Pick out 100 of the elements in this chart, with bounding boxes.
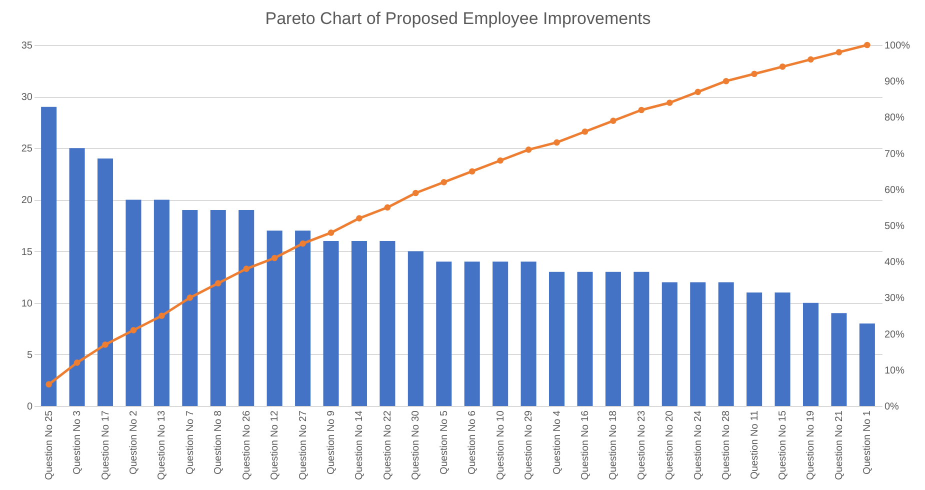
x-tick-label: Question No 9 (326, 410, 338, 474)
bar (520, 262, 536, 406)
point (158, 312, 165, 319)
chart-title: Pareto Chart of Proposed Employee Improvements (265, 9, 651, 28)
point (864, 42, 870, 48)
point (497, 157, 504, 164)
point (102, 341, 108, 348)
point (666, 100, 673, 106)
bar (577, 272, 593, 406)
x-tick-label: Question No 20 (664, 410, 676, 480)
point (243, 266, 250, 272)
x-tick-label: Question No 22 (382, 410, 394, 480)
point (722, 78, 730, 84)
y2-tick-label: 50% (884, 221, 905, 232)
bar (605, 272, 621, 406)
x-tick-label: Question No 12 (270, 410, 281, 480)
point (694, 88, 702, 96)
bar (266, 230, 282, 406)
x-tick-label: Question No 4 (552, 410, 563, 474)
x-tick-label: Question No 30 (410, 410, 422, 480)
x-tick-label: Question No 24 (692, 410, 704, 480)
point (74, 360, 80, 366)
bar (210, 210, 226, 406)
point (356, 215, 362, 222)
bar (182, 210, 198, 406)
x-tick-label: Question No 14 (354, 410, 366, 480)
y-tick-label: 20 (21, 195, 33, 206)
point (525, 146, 532, 153)
bar (662, 282, 678, 406)
point (300, 240, 306, 247)
x-tick-label: Question No 10 (495, 410, 506, 480)
point (582, 128, 588, 135)
x-tick-label: Question No 29 (524, 410, 535, 480)
x-tick-label: Question No 26 (241, 410, 252, 480)
y-tick-label: 5 (26, 350, 33, 361)
y2-tick-label: 70% (884, 148, 905, 160)
y2-tick-label: 30% (884, 293, 905, 304)
x-tick-label: Question No 23 (636, 410, 648, 480)
bar (634, 272, 650, 406)
bar (154, 200, 170, 406)
point (384, 204, 391, 211)
x-tick-label: Question No 1 (862, 410, 874, 474)
x-tick-label: Question No 21 (834, 410, 845, 480)
x-tick-label: Question No 8 (213, 410, 224, 474)
y2-tick-label: 10% (884, 365, 905, 376)
bar (238, 210, 254, 406)
bar (690, 282, 706, 406)
bar (718, 282, 734, 406)
x-tick-label: Question No 7 (184, 410, 196, 474)
x-tick-label: Question No 25 (44, 410, 55, 480)
point (468, 168, 476, 175)
x-tick-label: Question No 18 (608, 410, 620, 480)
x-tick-label: Question No 11 (749, 410, 760, 480)
point (836, 49, 842, 56)
bar (436, 262, 452, 406)
point (751, 70, 758, 78)
y-tick-label: 10 (21, 298, 33, 310)
x-tick-label: Question No 2 (128, 410, 140, 474)
y2-tick-label: 0% (884, 402, 900, 412)
bar (746, 292, 762, 406)
point (808, 56, 814, 63)
point (186, 294, 194, 301)
y2-tick-label: 100% (884, 40, 910, 52)
point (779, 64, 786, 70)
bar (126, 200, 142, 406)
bar (69, 148, 85, 406)
bar (549, 272, 565, 406)
x-tick-label: Question No 3 (72, 410, 84, 474)
point (46, 381, 52, 388)
bar (492, 262, 508, 406)
x-tick-label: Question No 6 (467, 410, 478, 474)
y2-tick-label: 90% (884, 76, 905, 88)
point (214, 280, 222, 286)
bar (97, 158, 114, 406)
x-tick-label: Question No 16 (580, 410, 591, 480)
x-tick-label: Question No 19 (806, 410, 817, 480)
point (130, 327, 137, 334)
bar (351, 240, 367, 406)
bar (831, 313, 847, 406)
point (440, 179, 448, 186)
y-tick-label: 35 (21, 40, 33, 52)
point (271, 254, 278, 262)
y2-tick-label: 20% (884, 329, 905, 340)
y2-tick-label: 40% (884, 257, 905, 268)
bar (802, 302, 819, 406)
x-tick-label: Question No 17 (100, 410, 112, 480)
y-tick-label: 30 (21, 92, 33, 104)
x-tick-label: Question No 5 (438, 410, 450, 474)
point (554, 139, 560, 146)
point (412, 190, 419, 196)
bar (380, 240, 396, 406)
x-tick-label: Question No 27 (298, 410, 309, 480)
point (610, 118, 616, 124)
point (328, 230, 334, 236)
y2-tick-label: 60% (884, 184, 905, 196)
bar (408, 251, 424, 406)
point (638, 106, 645, 114)
y-tick-label: 0 (26, 402, 33, 412)
x-tick-label: Question No 28 (721, 410, 732, 480)
bar (464, 262, 480, 406)
